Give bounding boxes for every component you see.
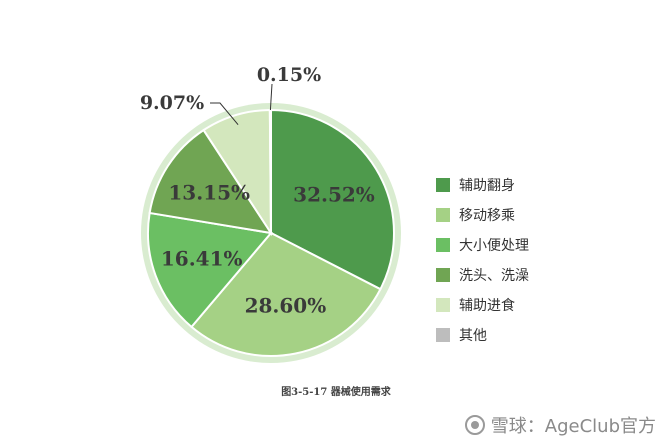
legend-swatch [436, 328, 450, 342]
pie-slice [147, 211, 273, 329]
legend-item: 其他 [436, 320, 606, 350]
leader-line [210, 102, 239, 126]
legend-swatch [436, 208, 450, 222]
pie-slice [148, 128, 274, 235]
slice-value-label: 0.15% [257, 64, 321, 86]
legend-label: 辅助进食 [459, 298, 515, 314]
legend-swatch [436, 298, 450, 312]
legend-label: 移动移乘 [459, 208, 515, 224]
legend-item: 洗头、洗澡 [436, 260, 606, 290]
snowball-logo-icon [464, 415, 485, 435]
slice-value-label: 32.52% [293, 183, 375, 207]
legend-swatch [436, 238, 450, 252]
pie-slice [268, 108, 272, 234]
legend-label: 大小便处理 [459, 238, 529, 254]
watermark: 雪球：AgeClub官方 [464, 412, 656, 438]
legend-item: 移动移乘 [436, 200, 606, 230]
watermark-text: 雪球：AgeClub官方 [490, 416, 656, 437]
slice-value-label: 28.60% [245, 293, 327, 317]
legend-swatch [436, 178, 450, 192]
legend-item: 辅助进食 [436, 290, 606, 320]
slice-value-label: 9.07% [140, 92, 204, 114]
slice-value-label: 16.41% [161, 247, 243, 271]
legend-item: 大小便处理 [436, 230, 606, 260]
legend-item: 辅助翻身 [436, 170, 606, 200]
pie-slice [190, 231, 382, 357]
pie-slice [270, 108, 395, 291]
figure-caption: 图3-5-17 器械使用需求 [281, 387, 391, 398]
legend: 辅助翻身 移动移乘 大小便处理 洗头、洗澡 辅助进食 其他 [436, 170, 606, 350]
legend-label: 洗头、洗澡 [459, 268, 529, 284]
slice-value-label: 13.15% [168, 181, 250, 205]
legend-label: 辅助翻身 [459, 178, 515, 194]
legend-label: 其他 [459, 328, 487, 344]
legend-swatch [436, 268, 450, 282]
leader-line [269, 83, 273, 111]
